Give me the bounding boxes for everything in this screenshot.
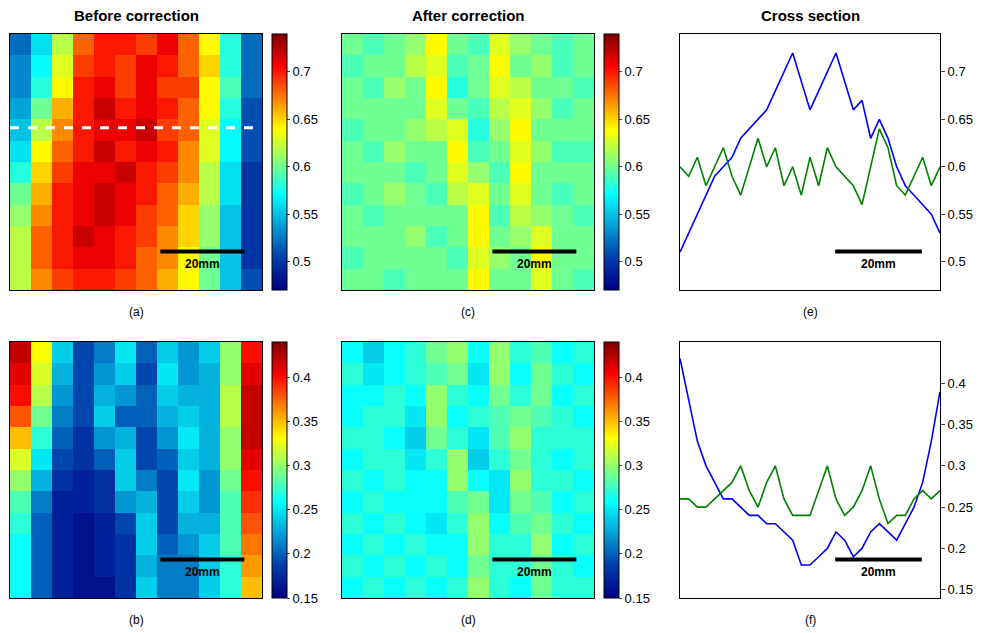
svg-text:0.15: 0.15 — [293, 591, 318, 606]
svg-text:0.5: 0.5 — [948, 254, 966, 269]
svg-text:20mm: 20mm — [517, 565, 552, 579]
svg-text:(a): (a) — [129, 305, 144, 319]
svg-text:0.25: 0.25 — [625, 502, 650, 517]
svg-text:0.65: 0.65 — [625, 112, 650, 127]
svg-text:0.55: 0.55 — [948, 207, 973, 222]
svg-text:0.15: 0.15 — [948, 582, 973, 597]
svg-text:0.5: 0.5 — [625, 254, 643, 269]
svg-text:(b): (b) — [129, 613, 144, 627]
svg-text:0.7: 0.7 — [948, 64, 966, 79]
svg-text:0.4: 0.4 — [948, 376, 966, 391]
svg-text:0.35: 0.35 — [293, 414, 318, 429]
svg-text:20mm: 20mm — [185, 565, 220, 579]
svg-text:0.5: 0.5 — [293, 254, 311, 269]
svg-text:0.3: 0.3 — [625, 458, 643, 473]
svg-text:20mm: 20mm — [517, 257, 552, 271]
svg-text:0.6: 0.6 — [948, 159, 966, 174]
svg-text:(f): (f) — [805, 613, 816, 627]
svg-text:0.65: 0.65 — [948, 112, 973, 127]
svg-text:0.2: 0.2 — [293, 546, 311, 561]
svg-text:(e): (e) — [803, 305, 818, 319]
svg-text:0.15: 0.15 — [625, 591, 650, 606]
svg-text:0.3: 0.3 — [293, 458, 311, 473]
svg-text:(d): (d) — [461, 613, 476, 627]
svg-text:0.2: 0.2 — [625, 546, 643, 561]
svg-text:0.7: 0.7 — [625, 64, 643, 79]
svg-text:0.4: 0.4 — [293, 370, 311, 385]
svg-text:0.25: 0.25 — [948, 500, 973, 515]
svg-text:0.55: 0.55 — [625, 207, 650, 222]
svg-text:0.6: 0.6 — [625, 159, 643, 174]
svg-text:0.7: 0.7 — [293, 64, 311, 79]
svg-text:0.55: 0.55 — [293, 207, 318, 222]
svg-text:20mm: 20mm — [185, 257, 220, 271]
svg-text:0.6: 0.6 — [293, 159, 311, 174]
svg-text:0.3: 0.3 — [948, 458, 966, 473]
svg-text:(c): (c) — [461, 305, 475, 319]
svg-text:20mm: 20mm — [861, 565, 896, 579]
svg-text:0.35: 0.35 — [625, 414, 650, 429]
svg-text:Cross section: Cross section — [761, 7, 860, 24]
svg-text:0.65: 0.65 — [293, 112, 318, 127]
svg-text:20mm: 20mm — [861, 257, 896, 271]
svg-text:0.35: 0.35 — [948, 417, 973, 432]
svg-text:0.25: 0.25 — [293, 502, 318, 517]
svg-text:Before correction: Before correction — [74, 7, 199, 24]
svg-text:After correction: After correction — [412, 7, 525, 24]
svg-text:0.2: 0.2 — [948, 541, 966, 556]
svg-text:0.4: 0.4 — [625, 370, 643, 385]
